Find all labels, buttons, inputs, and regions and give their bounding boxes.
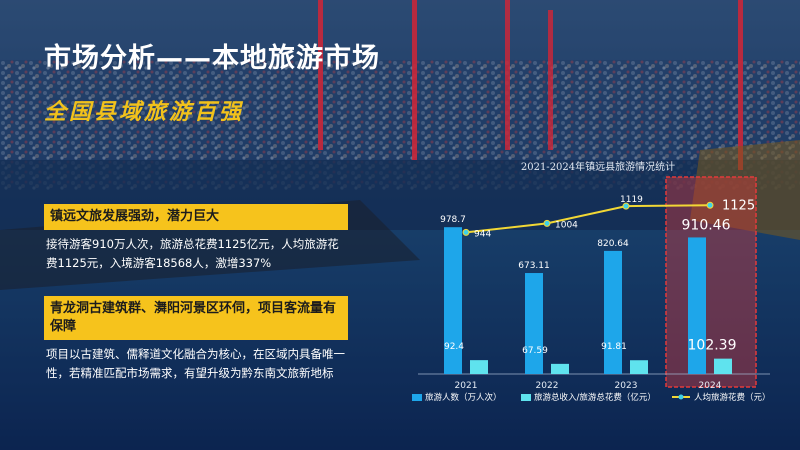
data-label-per-capita: 1004 (555, 220, 578, 230)
highlight-box (665, 176, 757, 388)
bar-revenue (551, 363, 569, 374)
bar-revenue (470, 360, 488, 374)
data-label-per-capita: 944 (474, 229, 491, 239)
bar-visitors (444, 227, 462, 374)
page-title: 市场分析——本地旅游市场 (44, 43, 380, 74)
info-card-text: 接待游客910万人次，旅游总花费1125亿元，人均旅游花费1125元，入境游客1… (46, 237, 339, 270)
bar-visitors (604, 250, 622, 374)
info-card-visitor-flow: 青龙洞古建筑群、㵲阳河景区环伺，项目客流量有保障 项目以古建筑、儒释道文化融合为… (44, 296, 348, 383)
data-label-per-capita: 1119 (620, 195, 643, 205)
data-label-revenue: 67.59 (522, 346, 548, 356)
chart-title: 2021-2024年镇远县旅游情况统计 (521, 160, 675, 173)
data-label-revenue: 92.4 (444, 342, 464, 352)
info-card-heading: 青龙洞古建筑群、㵲阳河景区环伺，项目客流量有保障 (44, 296, 348, 340)
legend-swatch-revenue (521, 394, 531, 401)
data-label-visitors: 820.64 (597, 239, 629, 249)
legend-swatch-visitors (412, 394, 422, 401)
data-label-revenue: 102.39 (688, 338, 737, 354)
x-tick-label: 2024 (699, 381, 722, 391)
x-tick-label: 2021 (455, 381, 478, 391)
legend-label-per-capita: 人均旅游花费（元） (694, 392, 771, 403)
legend-label-revenue: 旅游总收入/旅游总花费（亿元） (534, 392, 656, 403)
bar-revenue (714, 358, 732, 374)
x-tick-label: 2022 (536, 381, 559, 391)
info-card-development: 镇远文旅发展强劲，潜力巨大 接待游客910万人次，旅游总花费1125亿元，人均旅… (44, 204, 348, 273)
legend-marker-per-capita (678, 394, 684, 400)
info-card-heading: 镇远文旅发展强劲，潜力巨大 (44, 204, 348, 230)
info-card-text: 项目以古建筑、儒释道文化融合为核心，在区域内具备唯一性，若精准匹配市场需求，有望… (46, 347, 345, 380)
bar-revenue (630, 360, 648, 374)
page-subtitle: 全国县域旅游百强 (44, 99, 245, 125)
x-tick-label: 2023 (615, 381, 638, 391)
data-label-revenue: 91.81 (601, 342, 627, 352)
bar-visitors (688, 237, 706, 374)
data-label-visitors: 910.46 (682, 217, 731, 233)
legend-label-visitors: 旅游人数（万人次） (425, 392, 502, 403)
line-point (706, 201, 714, 209)
data-label-visitors: 673.11 (518, 261, 550, 271)
bar-visitors (525, 273, 543, 374)
line-per-capita (465, 204, 711, 234)
data-label-visitors: 978.7 (440, 215, 466, 225)
data-label-per-capita: 1125 (722, 198, 755, 213)
line-point (543, 219, 551, 227)
line-point (622, 202, 630, 210)
line-point (462, 228, 470, 236)
